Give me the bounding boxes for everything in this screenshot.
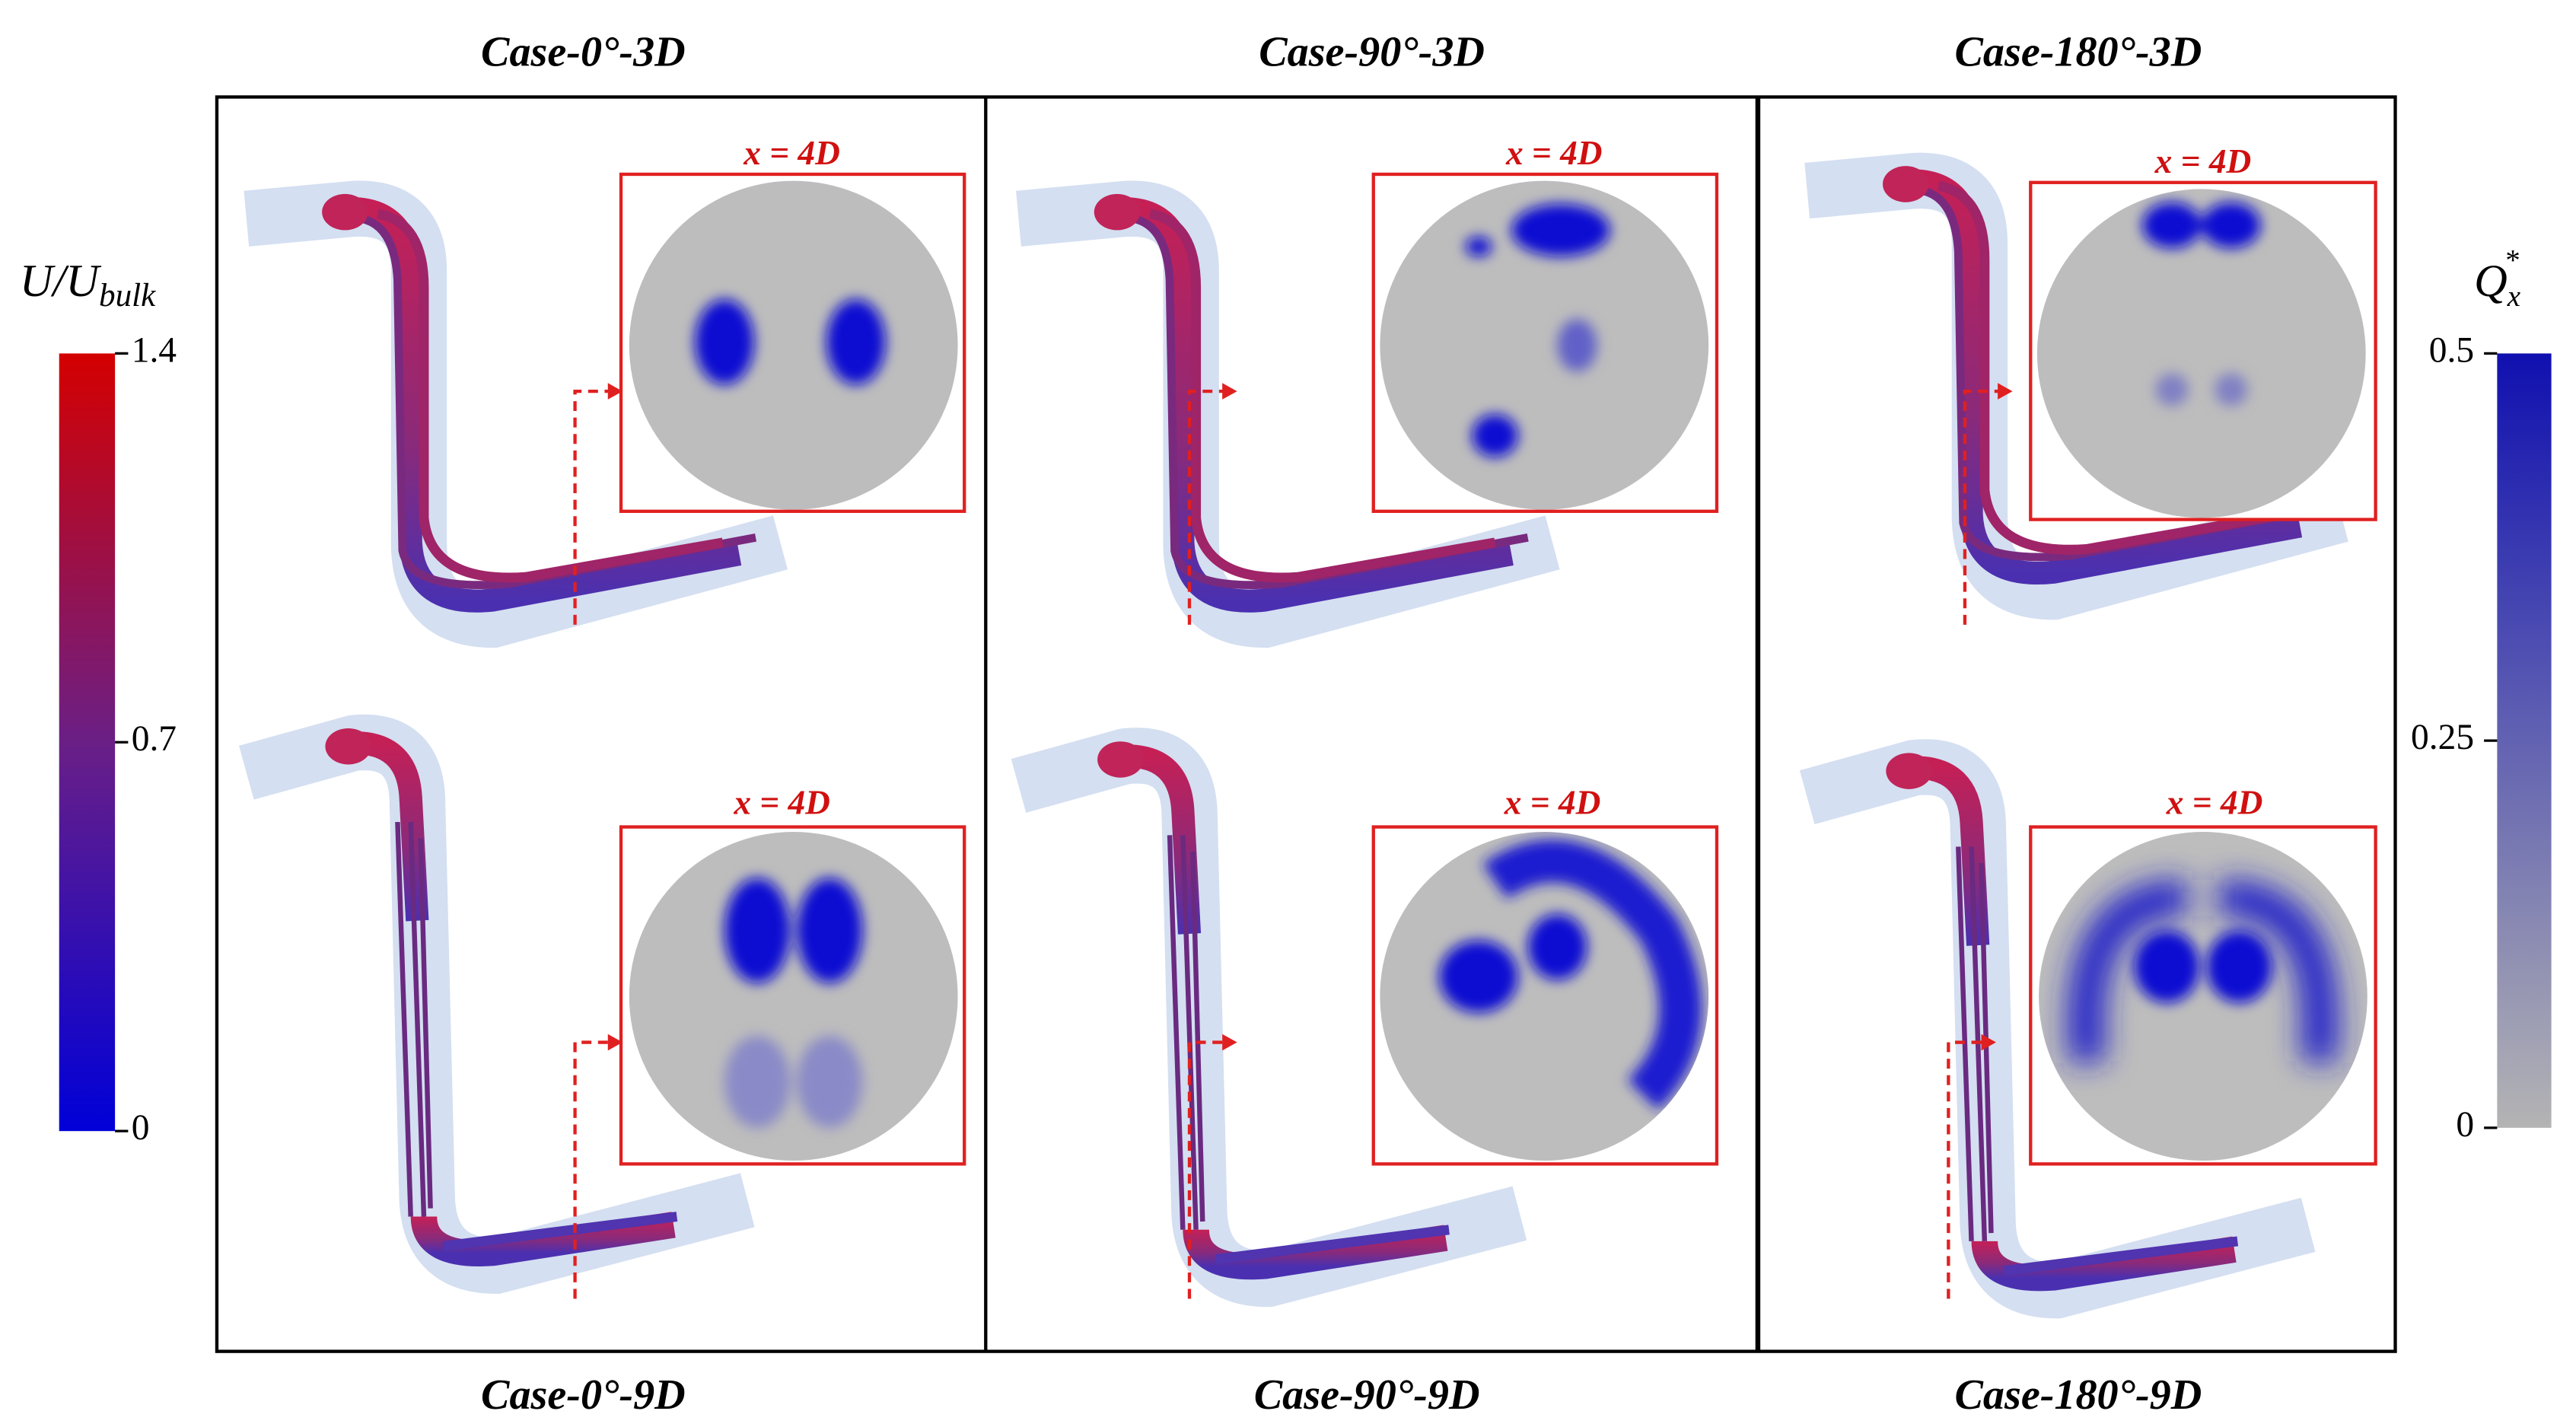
panel-title: Case-90°-9D xyxy=(1254,1371,1480,1419)
colorbar-label: U/Ubulk xyxy=(20,256,156,314)
inset-label: x = 4D xyxy=(743,134,840,172)
colorbar-tick-label: 0.5 xyxy=(2429,330,2474,370)
colorbar-tick-label: 0 xyxy=(2456,1105,2474,1145)
colorbar-tick-label: 1.4 xyxy=(132,330,177,370)
inset xyxy=(2029,825,2377,1166)
colorbar-tick-label: 0.7 xyxy=(132,719,177,759)
arrow-heads xyxy=(607,383,2013,1051)
label-sup: * xyxy=(2504,244,2519,276)
inset-label: x = 4D xyxy=(2154,142,2252,180)
panel-title: Case-180°-9D xyxy=(1955,1371,2202,1419)
panel-title: Case-0°-9D xyxy=(481,1371,686,1419)
inset-label: x = 4D xyxy=(1505,134,1603,172)
label-sub: bulk xyxy=(99,278,156,314)
colorbar xyxy=(2497,353,2552,1128)
panel-title: Case-0°-3D xyxy=(481,28,686,75)
colorbar-label: Qx * xyxy=(2474,244,2520,313)
inset-label: x = 4D xyxy=(733,783,830,821)
colorbar-tick-label: 0 xyxy=(132,1108,150,1148)
inset xyxy=(619,825,966,1166)
panel-title: Case-180°-3D xyxy=(1955,28,2202,75)
inset xyxy=(1371,825,1719,1166)
panel-title: Case-90°-3D xyxy=(1259,28,1485,75)
colorbar xyxy=(59,353,116,1132)
section-arrows xyxy=(573,389,2001,1299)
inset xyxy=(1371,172,1719,513)
inset-label: x = 4D xyxy=(1504,783,1601,821)
inset xyxy=(2029,180,2377,521)
colorbar-tick-label: 0.25 xyxy=(2411,718,2474,757)
inset-label: x = 4D xyxy=(2166,783,2263,821)
inset xyxy=(619,172,966,513)
label-main: Q xyxy=(2474,256,2508,307)
label-sub: x xyxy=(2507,280,2520,313)
label-main: U/U xyxy=(20,256,101,307)
